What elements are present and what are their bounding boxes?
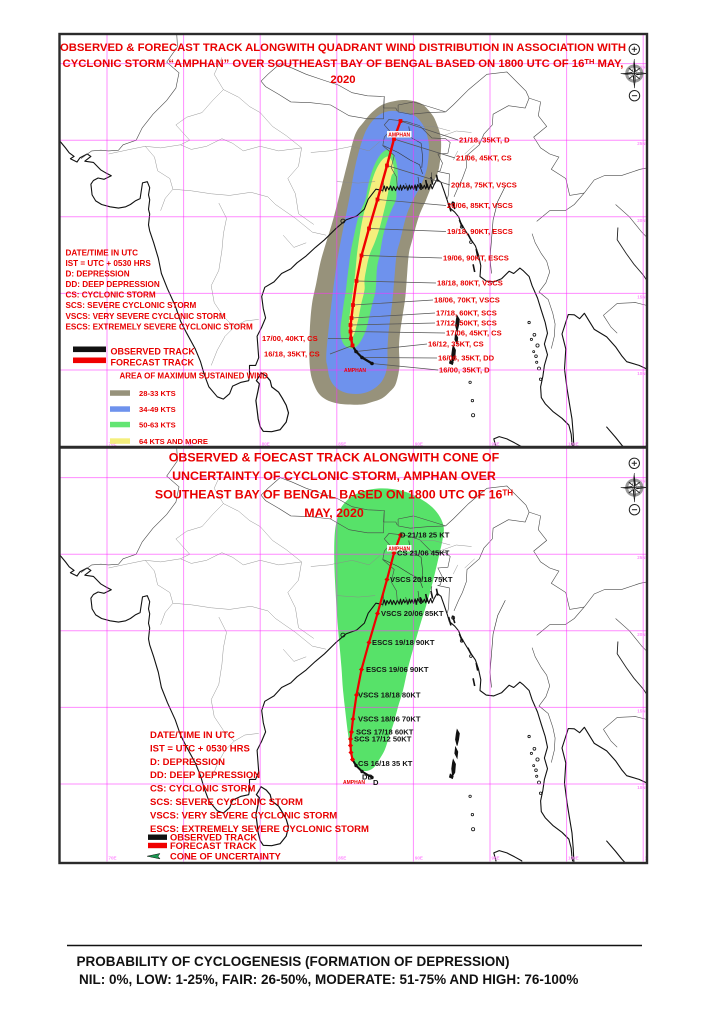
- svg-text:DD: DEEP DEPRESSION: DD: DEEP DEPRESSION: [150, 770, 260, 781]
- svg-text:AREA OF MAXIMUM SUSTAINED WIND: AREA OF MAXIMUM SUSTAINED WIND: [120, 372, 269, 381]
- svg-text:SCS 17/18 60KT: SCS 17/18 60KT: [356, 728, 414, 737]
- svg-text:FORECAST TRACK: FORECAST TRACK: [170, 841, 257, 851]
- svg-text:PROBABILITY OF CYCLOGENESIS (F: PROBABILITY OF CYCLOGENESIS (FORMATION O…: [77, 954, 510, 969]
- svg-text:CS 16/18 35 KT: CS 16/18 35 KT: [358, 759, 413, 768]
- svg-text:D: DEPRESSION: D: DEPRESSION: [150, 757, 225, 768]
- svg-text:VSCS: VERY SEVERE CYCLONIC STO: VSCS: VERY SEVERE CYCLONIC STORM: [150, 810, 337, 821]
- svg-text:19/18, 90KT, ESCS: 19/18, 90KT, ESCS: [447, 227, 513, 236]
- svg-text:50-63 KTS: 50-63 KTS: [139, 421, 176, 430]
- svg-text:SCS 17/12 50KT: SCS 17/12 50KT: [354, 735, 412, 744]
- svg-text:D 21/18 25 KT: D 21/18 25 KT: [400, 531, 450, 540]
- svg-text:NIL: 0%, LOW: 1-25%, FAIR: 26-: NIL: 0%, LOW: 1-25%, FAIR: 26-50%, MODER…: [79, 972, 578, 987]
- svg-text:18/06, 70KT, VSCS: 18/06, 70KT, VSCS: [434, 296, 500, 305]
- svg-text:17/00, 40KT, CS: 17/00, 40KT, CS: [262, 334, 318, 343]
- svg-text:D: D: [373, 778, 379, 787]
- svg-text:19/06, 90KT, ESCS: 19/06, 90KT, ESCS: [443, 254, 509, 263]
- svg-text:18/18, 80KT, VSCS: 18/18, 80KT, VSCS: [437, 279, 503, 288]
- svg-text:DD: DEEP DEPRESSION: DD: DEEP DEPRESSION: [66, 280, 160, 289]
- svg-text:21/18, 35KT, D: 21/18, 35KT, D: [459, 136, 510, 145]
- svg-text:16/18, 35KT, CS: 16/18, 35KT, CS: [264, 350, 320, 359]
- svg-text:VSCS 18/06 70KT: VSCS 18/06 70KT: [358, 715, 421, 724]
- svg-text:FORECAST TRACK: FORECAST TRACK: [111, 358, 195, 368]
- svg-text:VSCS 18/18 80KT: VSCS 18/18 80KT: [358, 691, 421, 700]
- svg-text:OBSERVED TRACK: OBSERVED TRACK: [111, 347, 196, 357]
- svg-text:CYCLONIC STORM “AMPHAN” OVER S: CYCLONIC STORM “AMPHAN” OVER SOUTHEAST B…: [63, 57, 624, 70]
- svg-text:ESCS: EXTREMELY SEVERE CYCLONI: ESCS: EXTREMELY SEVERE CYCLONIC STORM: [66, 322, 253, 331]
- svg-text:16/12, 35KT, CS: 16/12, 35KT, CS: [428, 340, 484, 349]
- svg-text:20/18, 75KT, VSCS: 20/18, 75KT, VSCS: [451, 181, 517, 190]
- svg-text:MAY, 2020: MAY, 2020: [304, 506, 364, 520]
- svg-text:ESCS 19/06 90KT: ESCS 19/06 90KT: [366, 665, 429, 674]
- svg-text:17/06, 45KT, CS: 17/06, 45KT, CS: [446, 329, 502, 338]
- svg-text:VSCS: VERY SEVERE CYCLONIC STO: VSCS: VERY SEVERE CYCLONIC STORM: [66, 312, 226, 321]
- svg-text:IST = UTC + 0530 HRS: IST = UTC + 0530 HRS: [150, 743, 250, 754]
- svg-text:OBSERVED TRACK: OBSERVED TRACK: [170, 833, 257, 843]
- svg-text:16/00, 35KT, D: 16/00, 35KT, D: [439, 366, 490, 375]
- svg-text:AMPHAN: AMPHAN: [344, 368, 366, 374]
- svg-text:SOUTHEAST BAY OF BENGAL BASED: SOUTHEAST BAY OF BENGAL BASED ON 1800 UT…: [155, 488, 513, 502]
- svg-text:AMPHAN: AMPHAN: [388, 133, 410, 139]
- svg-text:SCS: SEVERE CYCLONIC STORM: SCS: SEVERE CYCLONIC STORM: [66, 301, 197, 310]
- svg-text:D: DEPRESSION: D: DEPRESSION: [66, 270, 130, 279]
- svg-text:SCS: SEVERE CYCLONIC STORM: SCS: SEVERE CYCLONIC STORM: [150, 797, 303, 808]
- svg-text:AMPHAN: AMPHAN: [388, 547, 410, 553]
- svg-text:IST = UTC + 0530 HRS: IST = UTC + 0530 HRS: [66, 259, 152, 268]
- svg-text:16/06, 35KT, DD: 16/06, 35KT, DD: [438, 354, 495, 363]
- svg-text:DD: DD: [362, 773, 373, 782]
- svg-text:64 KTS AND MORE: 64 KTS AND MORE: [139, 437, 208, 446]
- svg-text:21/06, 45KT, CS: 21/06, 45KT, CS: [456, 154, 512, 163]
- svg-text:VSCS 20/18 75KT: VSCS 20/18 75KT: [390, 575, 453, 584]
- svg-text:34-49 KTS: 34-49 KTS: [139, 405, 176, 414]
- svg-text:17/12, 50KT, SCS: 17/12, 50KT, SCS: [436, 319, 497, 328]
- svg-text:ESCS 19/18 90KT: ESCS 19/18 90KT: [372, 638, 435, 647]
- svg-text:17/18, 60KT, SCS: 17/18, 60KT, SCS: [436, 309, 497, 318]
- svg-text:20/06, 85KT, VSCS: 20/06, 85KT, VSCS: [447, 201, 513, 210]
- svg-text:DATE/TIME IN UTC: DATE/TIME IN UTC: [150, 730, 235, 741]
- svg-text:CS: CYCLONIC STORM: CS: CYCLONIC STORM: [66, 291, 156, 300]
- svg-text:CS 21/06 45KT: CS 21/06 45KT: [397, 549, 450, 558]
- svg-text:2020: 2020: [330, 74, 355, 86]
- svg-text:DATE/TIME IN UTC: DATE/TIME IN UTC: [66, 249, 139, 258]
- svg-text:ESCS: EXTREMELY SEVERE CYCLONI: ESCS: EXTREMELY SEVERE CYCLONIC STORM: [150, 824, 369, 835]
- svg-text:28-33 KTS: 28-33 KTS: [139, 389, 176, 398]
- svg-text:VSCS 20/06 85KT: VSCS 20/06 85KT: [381, 609, 444, 618]
- svg-text:UNCERTAINTY OF CYCLONIC STORM,: UNCERTAINTY OF CYCLONIC STORM, AMPHAN OV…: [172, 469, 496, 483]
- svg-text:OBSERVED & FORECAST TRACK ALON: OBSERVED & FORECAST TRACK ALONGWITH QUAD…: [60, 42, 626, 54]
- svg-text:AMPHAN: AMPHAN: [343, 780, 365, 786]
- svg-text:OBSERVED & FOECAST TRACK ALONG: OBSERVED & FOECAST TRACK ALONGWITH CONE …: [169, 451, 500, 465]
- svg-text:CS: CYCLONIC STORM: CS: CYCLONIC STORM: [150, 784, 255, 795]
- svg-text:CONE OF UNCERTAINTY: CONE OF UNCERTAINTY: [170, 851, 282, 861]
